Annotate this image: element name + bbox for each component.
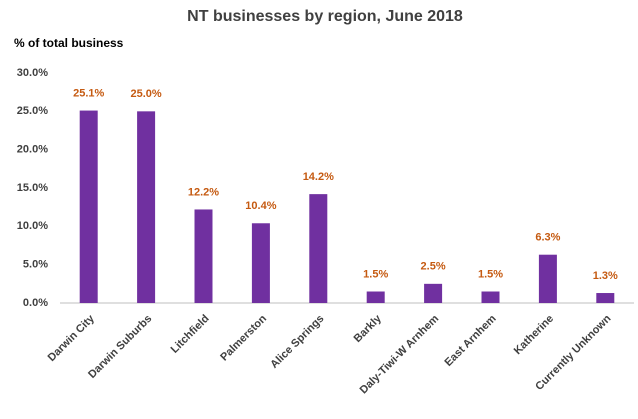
x-tick-label: East Arnhem: [442, 313, 498, 369]
y-tick-label: 30.0%: [17, 67, 48, 79]
y-tick-label: 15.0%: [17, 182, 48, 194]
bar: [309, 194, 328, 303]
value-label: 2.5%: [421, 261, 446, 273]
chart-title: NT businesses by region, June 2018: [187, 8, 463, 25]
bar: [194, 209, 213, 303]
x-tick-label: Litchfield: [169, 313, 212, 356]
bar: [481, 291, 500, 303]
x-tick-label: Alice Springs: [268, 313, 326, 371]
value-label: 25.0%: [130, 88, 161, 100]
value-label: 12.2%: [188, 186, 219, 198]
value-label: 1.5%: [478, 268, 503, 280]
value-label: 1.5%: [363, 268, 388, 280]
bar: [538, 254, 557, 303]
value-label: 25.1%: [73, 87, 104, 99]
bar: [366, 291, 385, 303]
value-label: 10.4%: [245, 200, 276, 212]
y-tick-label: 10.0%: [17, 220, 48, 232]
x-tick-label: Palmerston: [218, 313, 269, 364]
bar: [596, 293, 615, 303]
x-tick-label: Darwin City: [46, 312, 98, 364]
y-tick-label: 5.0%: [23, 259, 48, 271]
value-label: 6.3%: [535, 232, 560, 244]
y-axis-label: % of total business: [14, 36, 124, 50]
bar: [424, 283, 443, 303]
value-label: 14.2%: [303, 171, 334, 183]
y-tick-label: 0.0%: [23, 297, 48, 309]
y-tick-label: 20.0%: [17, 144, 48, 156]
x-tick-label: Katherine: [512, 313, 556, 357]
y-tick-label: 25.0%: [17, 105, 48, 117]
x-tick-label: Barkly: [352, 312, 385, 345]
bar: [79, 110, 98, 303]
bar: [251, 223, 270, 303]
value-label: 1.3%: [593, 270, 618, 282]
bar: [137, 111, 156, 303]
x-tick-label: Darwin Suburbs: [86, 313, 154, 381]
